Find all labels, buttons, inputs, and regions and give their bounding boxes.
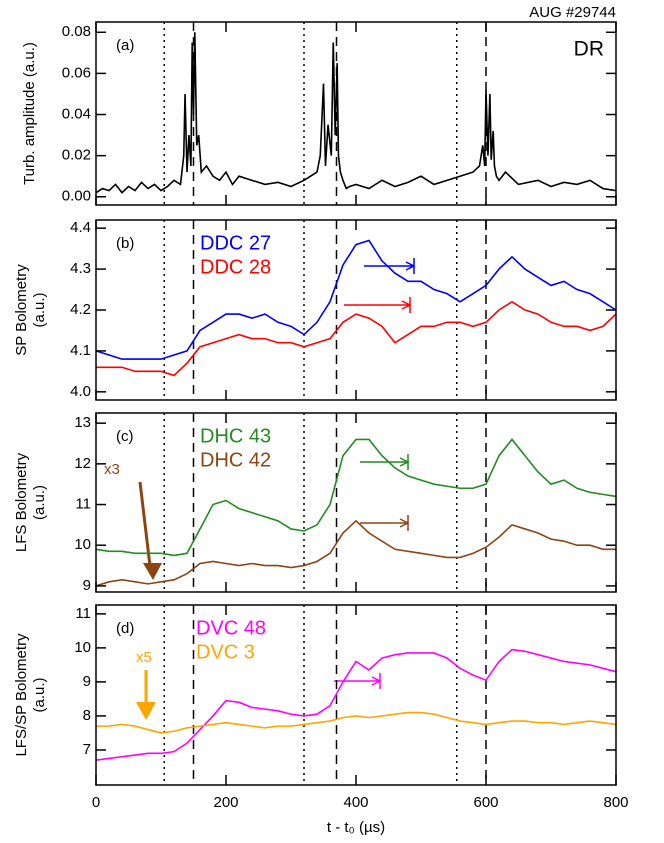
arrow (334, 673, 382, 689)
plot-frame (95, 21, 617, 206)
panel-tag: DR (574, 38, 604, 61)
legend-label: DVC 48 (196, 617, 266, 639)
y-tick-label: 13 (74, 414, 91, 431)
y-axis-label: Turb. amplitude (a.u.) (21, 42, 38, 185)
data-line (95, 239, 617, 360)
y-tick-label: 10 (74, 639, 91, 656)
y-tick-label: 9 (83, 673, 91, 690)
data-line (95, 648, 617, 761)
y-tick-label: 7 (83, 741, 91, 758)
x-tick-label: 400 (343, 794, 368, 811)
y-tick-label: 10 (74, 536, 91, 553)
arrow (364, 258, 416, 274)
panel-label: (a) (116, 37, 134, 54)
y-tick-label: 0.04 (62, 105, 91, 122)
y-tick-label: 11 (75, 496, 91, 513)
y-tick-label: 9 (83, 577, 91, 594)
y-tick-label: 4.1 (70, 342, 91, 359)
panel-label: (c) (116, 428, 134, 445)
y-tick-label: 0.06 (62, 64, 91, 81)
arrow (138, 481, 152, 567)
data-line (95, 519, 616, 587)
arrow (360, 515, 410, 531)
y-tick-label: 4.4 (70, 219, 91, 236)
y-tick-label: 4.2 (70, 301, 91, 318)
annotation: x3 (104, 461, 120, 478)
data-line (95, 32, 617, 194)
legend-label: DDC 27 (200, 232, 271, 254)
y-axis-label: LFS Bolometry (13, 452, 30, 552)
plot-frame (95, 604, 617, 786)
y-axis-label: LFS/SP Bolometry (13, 633, 30, 757)
x-tick-label: 800 (603, 794, 628, 811)
panel-label: (b) (116, 235, 134, 252)
y-tick-label: 4.0 (70, 383, 91, 400)
y-tick-label: 0.02 (62, 147, 91, 164)
y-tick-label: 8 (83, 707, 91, 724)
data-line (96, 300, 617, 377)
y-tick-label: 11 (75, 605, 91, 622)
panel-label: (d) (116, 620, 134, 637)
legend-label: DVC 3 (196, 641, 255, 663)
arrowhead (136, 702, 156, 720)
y-axis-label: (a.u.) (31, 677, 48, 712)
y-axis-label: (a.u.) (31, 485, 48, 520)
x-tick-label: 0 (92, 794, 100, 811)
x-tick-label: 200 (213, 794, 238, 811)
plot-frame (95, 219, 617, 401)
legend-label: DHC 43 (200, 425, 271, 447)
arrow (360, 454, 410, 470)
y-axis-label: SP Bolometry (13, 264, 30, 356)
annotation: x5 (136, 649, 152, 666)
arrowhead (143, 563, 162, 580)
y-tick-label: 0.00 (62, 188, 91, 205)
delay-arrows (136, 258, 416, 720)
y-axis-label: (a.u.) (31, 292, 48, 327)
legend-label: DHC 42 (200, 449, 271, 471)
data-line (95, 438, 617, 557)
y-tick-label: 12 (74, 455, 91, 472)
legend-label: DDC 28 (200, 256, 271, 278)
y-tick-label: 4.3 (70, 260, 91, 277)
shot-label: AUG #29744 (529, 4, 616, 21)
x-tick-label: 600 (473, 794, 498, 811)
x-axis-label: t - t₀ (µs) (327, 819, 385, 836)
data-line (96, 711, 617, 734)
y-tick-label: 0.08 (62, 23, 91, 40)
arrow (344, 297, 412, 313)
